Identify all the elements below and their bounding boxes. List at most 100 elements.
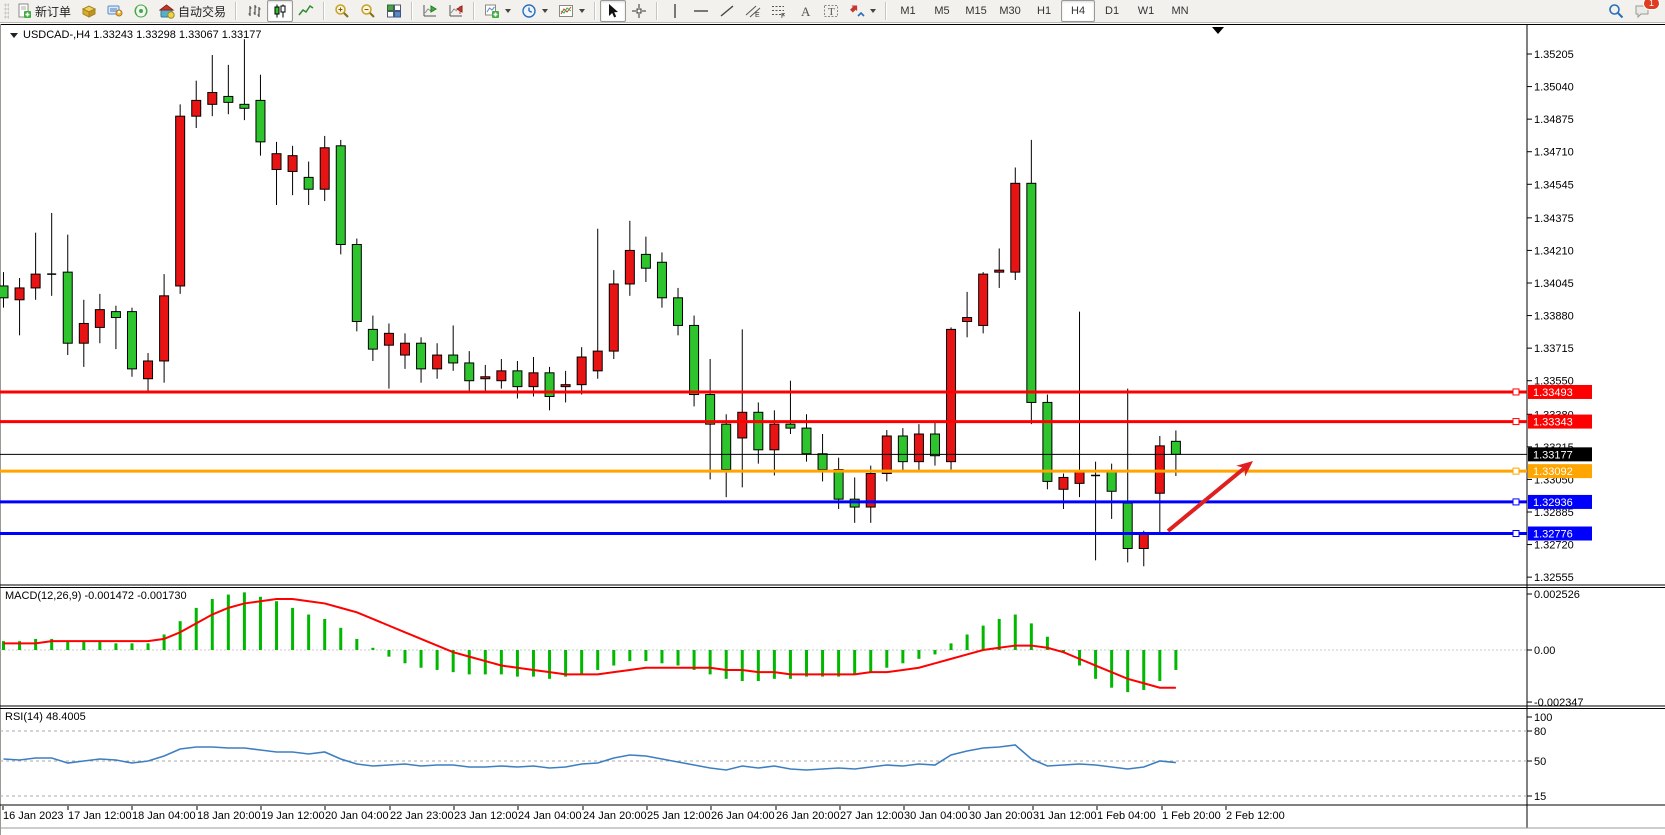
candle-body [656,261,667,299]
date-label: 26 Jan 04:00 [711,810,775,822]
chart-shift-button[interactable] [443,0,469,22]
notifications-button[interactable]: 1 [1629,0,1660,22]
macd-signal-line [3,598,1176,689]
zoom-out-button[interactable] [355,0,381,22]
date-label: 1 Feb 20:00 [1162,810,1221,822]
indicators-button[interactable] [479,0,516,22]
hline-handle[interactable] [1512,388,1520,396]
candle-body [576,356,587,386]
candle-body [400,342,410,356]
candle-body [496,370,507,382]
timeframe-M15-button[interactable]: M15 [965,5,987,17]
date-label: 23 Jan 12:00 [454,810,518,822]
rsi-level-label: 80 [1534,726,1546,738]
candle-body [801,427,812,455]
text-tool-button[interactable]: A [792,0,818,22]
macd-tick-label: 0.002526 [1534,589,1580,601]
equidistant-channel-icon: E [745,3,761,19]
arrow-shapes-icon [849,3,865,19]
text-label-tool-button[interactable]: T [818,0,844,22]
bar-chart-button[interactable] [241,0,267,22]
candle-body [367,328,378,350]
arrows-tool-button[interactable] [844,0,881,22]
timeframe-D1-button[interactable]: D1 [1105,5,1120,17]
candle-body [1058,476,1069,490]
candle-body [14,287,25,301]
candlestick-chart-button[interactable] [267,0,294,22]
candle-body [528,372,539,388]
trend-arrow-head[interactable] [1236,461,1253,477]
cursor-button[interactable] [600,0,627,22]
timeframe-H1-button[interactable]: H1 [1037,5,1052,17]
date-label: 25 Jan 12:00 [647,810,711,822]
toolbar: 新订单 自动交易 E F A T M1 M5 M15 M30 H1 H4 D1 W1 MN 1 [0,0,1665,23]
price-tick-label: 1.35040 [1534,82,1574,94]
hline-tool-button[interactable] [688,0,714,22]
candle-body [1026,182,1037,403]
date-label: 2 Feb 12:00 [1226,810,1285,822]
navigator-icon [107,3,123,19]
notification-badge: 1 [1643,0,1660,10]
timeframe-H4-button[interactable]: H4 [1061,0,1096,22]
auto-scroll-button[interactable] [417,0,443,22]
candle-body [271,153,282,170]
chart-shift-icon [448,3,464,19]
periods-button[interactable] [516,0,553,22]
bar-chart-icon [246,3,262,19]
signals-icon [133,3,149,19]
timeframe-W1-button[interactable]: W1 [1137,5,1155,17]
candle-body [833,469,844,500]
candle-body [769,423,780,451]
toolbar-grip[interactable] [4,3,9,19]
date-label: 30 Jan 04:00 [904,810,968,822]
date-label: 17 Jan 12:00 [68,810,132,822]
search-button[interactable] [1603,0,1629,22]
price-tick-label: 1.33550 [1534,376,1574,388]
navigator-button[interactable] [102,0,128,22]
svg-text:E: E [755,12,760,19]
auto-trading-label: 自动交易 [178,4,227,19]
hline-handle[interactable] [1512,498,1520,506]
chart-shift-marker[interactable] [1212,27,1224,34]
timeframe-MN-button[interactable]: MN [1171,5,1189,17]
price-tag [1528,384,1592,399]
candle-body [223,95,234,103]
hline-handle[interactable] [1512,467,1520,475]
channel-tool-button[interactable]: E [740,0,766,22]
candle-body [303,176,314,190]
fibonacci-icon: F [771,3,787,20]
candle-body [897,435,908,463]
signals-button[interactable] [128,0,154,22]
candle-body [448,354,459,364]
candle-body [865,472,876,508]
candle-body [1122,502,1133,550]
tile-windows-button[interactable] [381,0,407,22]
price-tick-label: 1.34210 [1534,245,1574,257]
candle-body [1042,401,1053,482]
hline-handle[interactable] [1512,530,1520,538]
hline-handle[interactable] [1512,418,1520,426]
trend-arrow-line[interactable] [1166,465,1247,533]
timeframe-M30-button[interactable]: M30 [999,5,1021,17]
trendline-tool-button[interactable] [714,0,740,22]
candle-body [978,273,989,326]
vline-tool-button[interactable] [662,0,688,22]
indicators-caret-icon [505,9,512,13]
candle-body [962,317,973,322]
macd-tick-label: -0.002347 [1534,697,1584,709]
templates-button[interactable] [553,0,590,22]
fibonacci-tool-button[interactable]: F [766,0,792,22]
line-chart-button[interactable] [293,0,319,22]
trendline-icon [719,3,735,19]
auto-trading-button[interactable]: 自动交易 [154,0,231,22]
market-watch-button[interactable] [76,0,102,22]
new-order-button[interactable]: 新订单 [11,0,76,22]
crosshair-button[interactable] [626,0,652,22]
candle-body [785,423,796,429]
date-label: 16 Jan 2023 [3,810,64,822]
zoom-in-button[interactable] [329,0,355,22]
timeframe-M1-button[interactable]: M1 [900,5,916,17]
timeframe-M5-button[interactable]: M5 [934,5,950,17]
date-label: 22 Jan 23:00 [390,810,454,822]
